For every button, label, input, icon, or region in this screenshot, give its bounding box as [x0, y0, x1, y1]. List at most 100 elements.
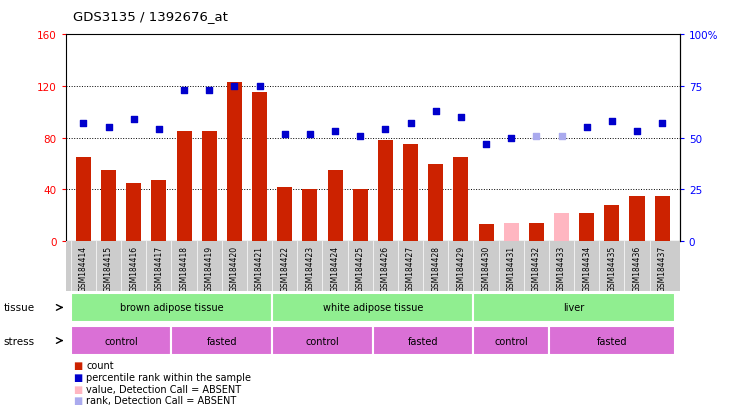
- Point: [229, 83, 240, 90]
- Bar: [303, 190, 317, 242]
- Bar: [176, 132, 192, 242]
- Point: [430, 108, 442, 115]
- Bar: [474, 293, 675, 323]
- Bar: [453, 158, 469, 242]
- Point: [77, 121, 89, 127]
- Text: GSM184428: GSM184428: [431, 246, 440, 292]
- Text: ■: ■: [73, 361, 83, 370]
- Text: GSM184416: GSM184416: [129, 246, 138, 292]
- Text: GSM184437: GSM184437: [658, 246, 667, 292]
- Bar: [504, 223, 519, 242]
- Bar: [272, 293, 474, 323]
- Point: [405, 121, 417, 127]
- Text: count: count: [86, 361, 114, 370]
- Bar: [655, 197, 670, 242]
- Point: [656, 121, 668, 127]
- Bar: [403, 145, 418, 242]
- Text: GSM184414: GSM184414: [79, 246, 88, 292]
- Bar: [101, 171, 116, 242]
- Bar: [373, 326, 474, 356]
- Text: tissue: tissue: [4, 303, 35, 313]
- Bar: [474, 326, 549, 356]
- Bar: [151, 181, 167, 242]
- Bar: [71, 326, 172, 356]
- Text: GSM184415: GSM184415: [104, 246, 113, 292]
- Point: [581, 125, 593, 131]
- Bar: [629, 197, 645, 242]
- Bar: [252, 93, 267, 242]
- Bar: [126, 183, 141, 242]
- Text: GSM184434: GSM184434: [582, 246, 591, 292]
- Bar: [272, 326, 373, 356]
- Text: rank, Detection Call = ABSENT: rank, Detection Call = ABSENT: [86, 395, 237, 405]
- Text: value, Detection Call = ABSENT: value, Detection Call = ABSENT: [86, 384, 241, 394]
- Text: liver: liver: [564, 303, 585, 313]
- Bar: [76, 158, 91, 242]
- Text: GSM184429: GSM184429: [456, 246, 466, 292]
- Bar: [479, 225, 493, 242]
- Text: GSM184420: GSM184420: [230, 246, 239, 292]
- Bar: [554, 213, 569, 242]
- Text: percentile rank within the sample: percentile rank within the sample: [86, 372, 251, 382]
- Text: control: control: [494, 336, 528, 346]
- Text: GSM184425: GSM184425: [356, 246, 365, 292]
- Text: GSM184431: GSM184431: [507, 246, 516, 292]
- Text: fasted: fasted: [207, 336, 237, 346]
- Text: GSM184419: GSM184419: [205, 246, 213, 292]
- Bar: [605, 206, 619, 242]
- Bar: [202, 132, 217, 242]
- Text: GSM184423: GSM184423: [306, 246, 314, 292]
- Point: [379, 127, 391, 133]
- Text: GSM184427: GSM184427: [406, 246, 415, 292]
- Point: [455, 114, 466, 121]
- Bar: [579, 213, 594, 242]
- Text: GSM184418: GSM184418: [180, 246, 189, 292]
- Text: GSM184433: GSM184433: [557, 246, 566, 292]
- Bar: [172, 326, 272, 356]
- Bar: [378, 141, 393, 242]
- Text: GSM184422: GSM184422: [280, 246, 289, 292]
- Text: brown adipose tissue: brown adipose tissue: [120, 303, 223, 313]
- Bar: [227, 83, 242, 242]
- Point: [606, 119, 618, 125]
- Text: control: control: [306, 336, 339, 346]
- Text: GSM184435: GSM184435: [607, 246, 616, 292]
- Point: [279, 131, 291, 138]
- Point: [480, 141, 492, 148]
- Point: [304, 131, 316, 138]
- Point: [153, 127, 164, 133]
- Bar: [277, 188, 292, 242]
- Text: ■: ■: [73, 384, 83, 394]
- Text: GSM184436: GSM184436: [632, 246, 642, 292]
- Point: [531, 133, 542, 140]
- Point: [103, 125, 115, 131]
- Text: GSM184424: GSM184424: [330, 246, 340, 292]
- Text: GDS3135 / 1392676_at: GDS3135 / 1392676_at: [73, 10, 228, 23]
- Text: ■: ■: [73, 395, 83, 405]
- Point: [631, 129, 643, 135]
- Point: [505, 135, 517, 142]
- Text: fasted: fasted: [596, 336, 627, 346]
- Point: [355, 133, 366, 140]
- Text: GSM184426: GSM184426: [381, 246, 390, 292]
- Text: GSM184432: GSM184432: [532, 246, 541, 292]
- Bar: [549, 326, 675, 356]
- Text: stress: stress: [4, 336, 35, 346]
- Text: GSM184430: GSM184430: [482, 246, 491, 292]
- Text: GSM184421: GSM184421: [255, 246, 264, 292]
- Point: [203, 88, 215, 94]
- Bar: [529, 223, 544, 242]
- Bar: [327, 171, 343, 242]
- Text: fasted: fasted: [408, 336, 439, 346]
- Bar: [428, 164, 443, 242]
- Bar: [352, 190, 368, 242]
- Point: [254, 83, 265, 90]
- Point: [128, 116, 140, 123]
- Point: [556, 133, 567, 140]
- Text: ■: ■: [73, 372, 83, 382]
- Text: GSM184417: GSM184417: [154, 246, 164, 292]
- Point: [329, 129, 341, 135]
- Point: [178, 88, 190, 94]
- Text: control: control: [105, 336, 138, 346]
- Text: white adipose tissue: white adipose tissue: [322, 303, 423, 313]
